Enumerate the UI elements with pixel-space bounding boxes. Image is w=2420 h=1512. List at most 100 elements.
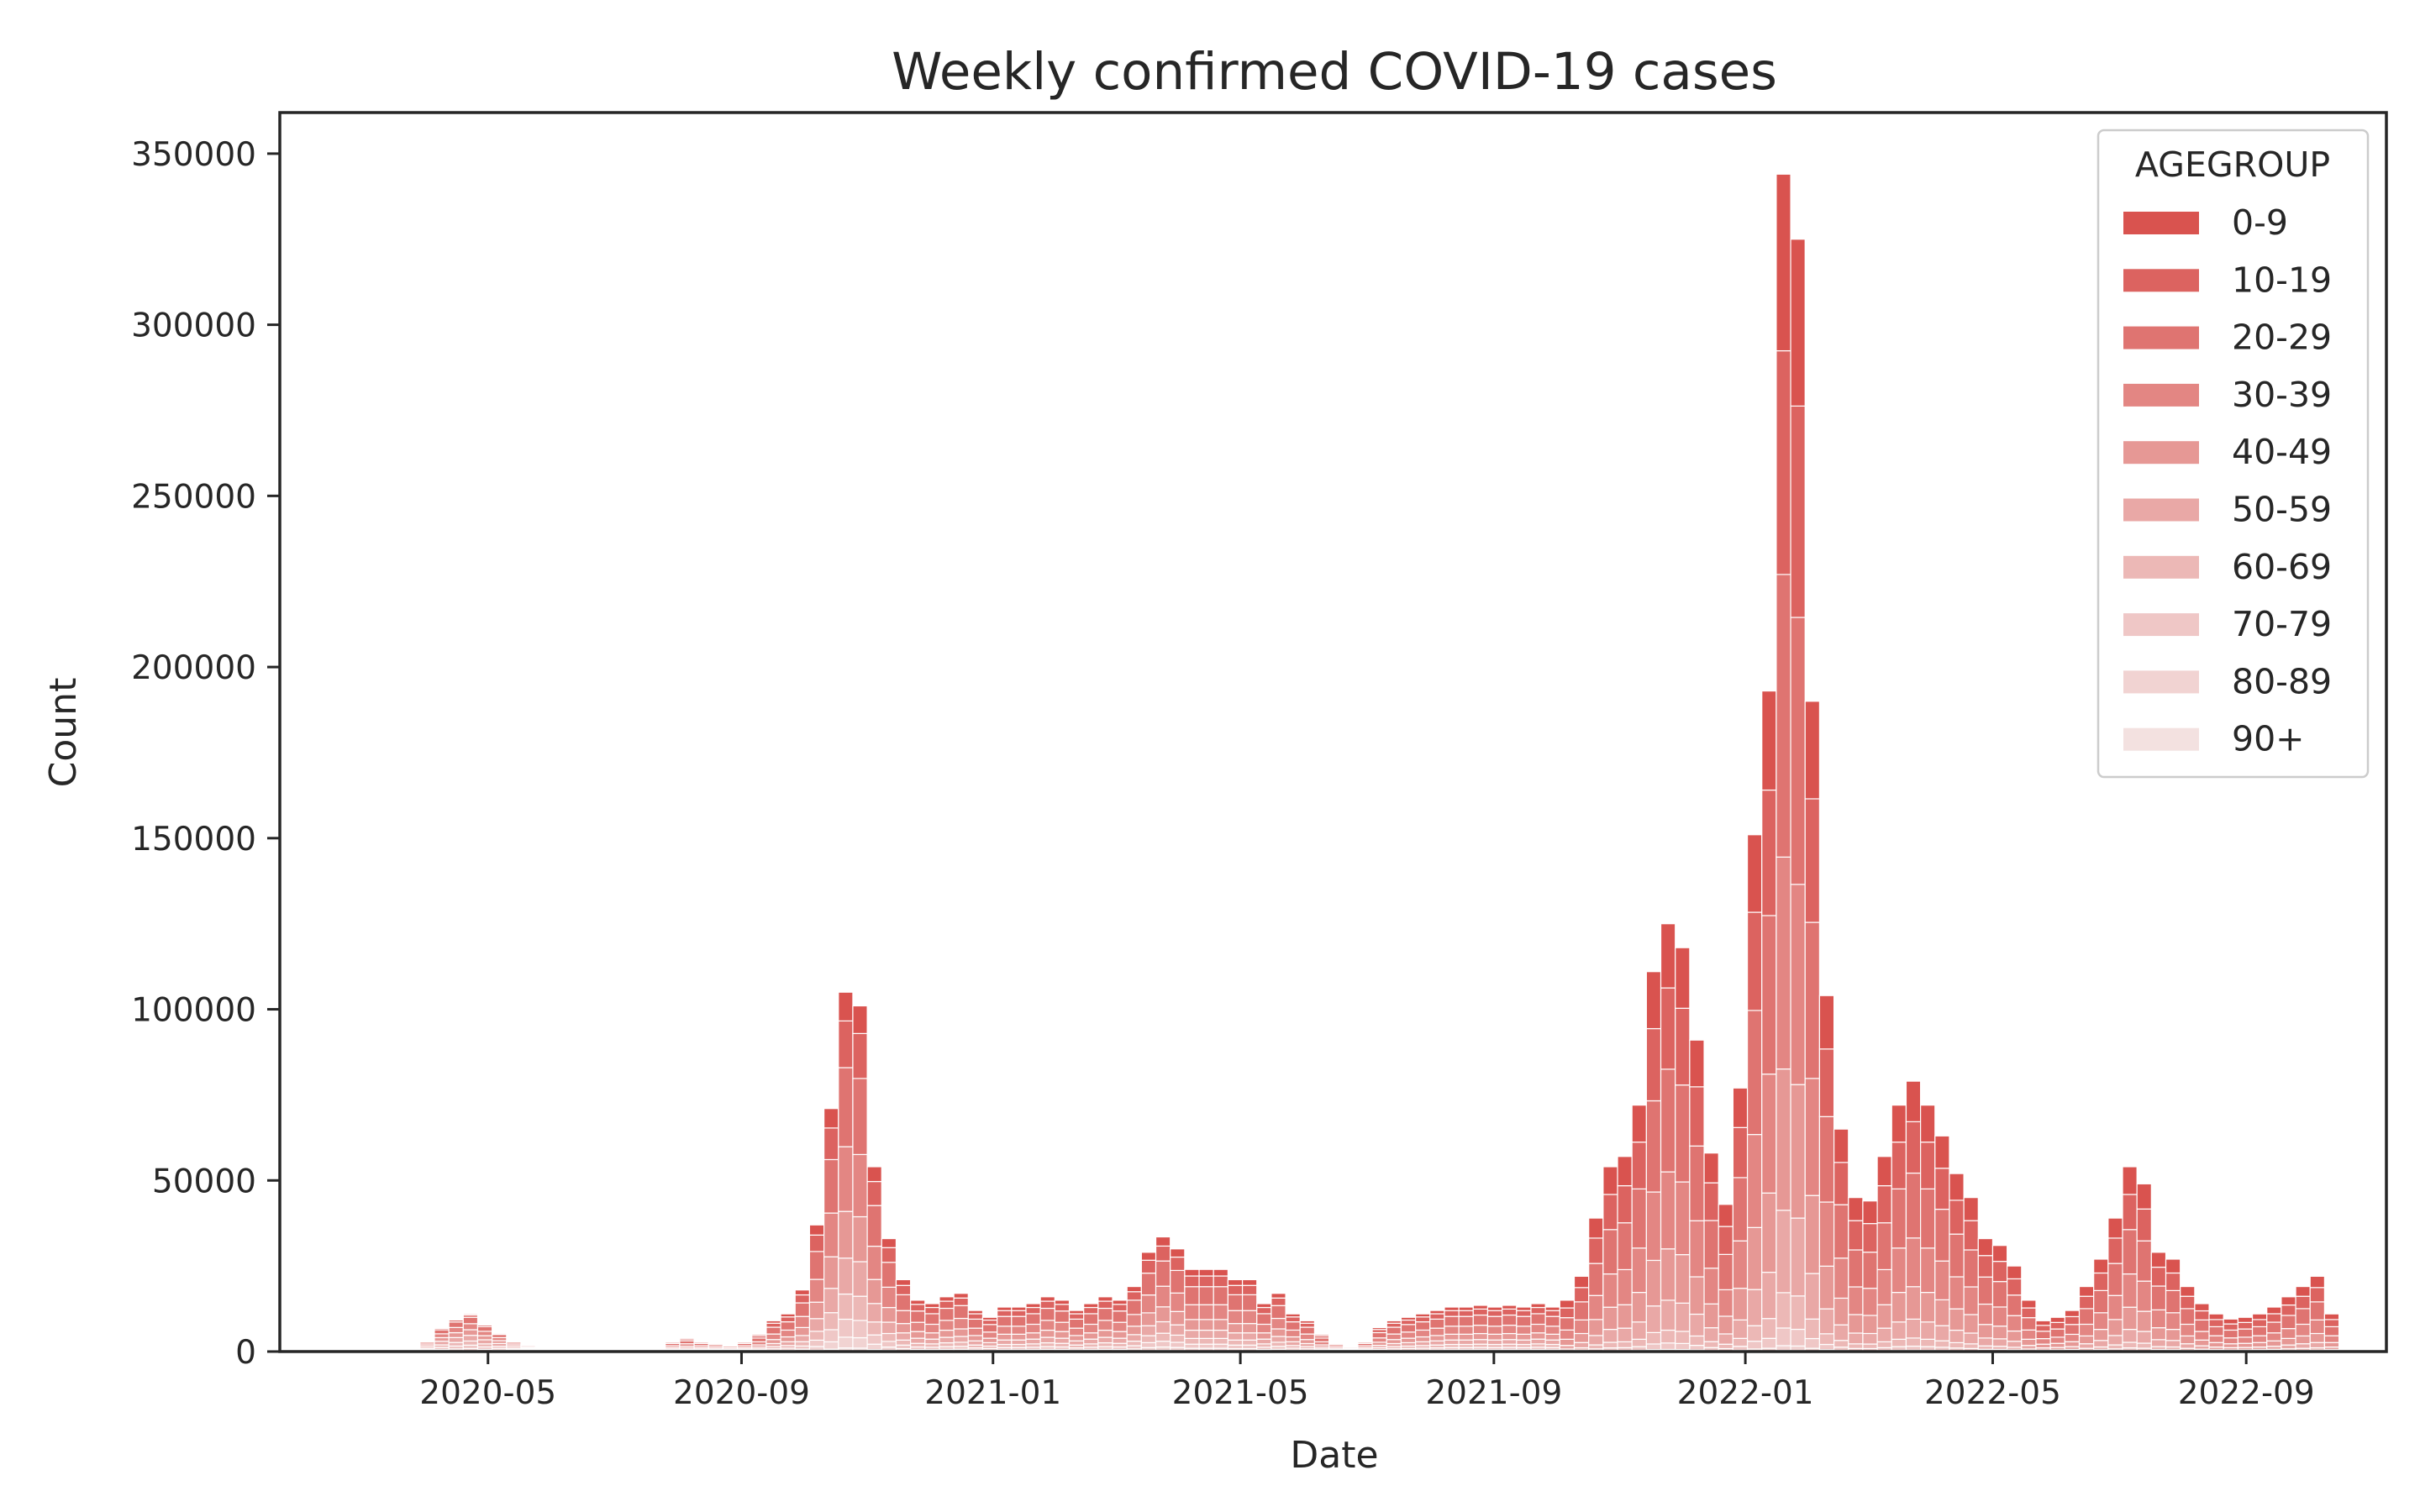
bar-segment xyxy=(1718,1226,1733,1255)
bar-segment xyxy=(939,1300,955,1310)
bar-segment xyxy=(1905,1286,1922,1320)
bar-segment xyxy=(1905,1337,1922,1347)
bar-segment xyxy=(1833,1257,1849,1299)
bar-segment xyxy=(1848,1332,1864,1345)
bar-segment xyxy=(1617,1156,1633,1187)
bar-segment xyxy=(1761,1272,1777,1320)
bar-segment xyxy=(838,1257,854,1295)
bar-segment xyxy=(2251,1313,2268,1320)
bar-segment xyxy=(1689,1086,1705,1147)
bar-segment xyxy=(939,1307,955,1321)
histogram-bin xyxy=(838,991,854,1352)
bar-segment xyxy=(924,1332,940,1340)
histogram-bin xyxy=(1112,1299,1128,1352)
bar-segment xyxy=(808,1318,825,1332)
histogram-bin xyxy=(1746,834,1763,1352)
bar-segment xyxy=(2007,1330,2023,1342)
bar-segment xyxy=(2180,1323,2196,1337)
bar-segment xyxy=(852,1295,868,1321)
bar-segment xyxy=(939,1336,955,1344)
histogram-bin xyxy=(736,1341,753,1352)
bar-segment xyxy=(780,1341,796,1347)
bar-segment xyxy=(895,1284,912,1296)
bar-segment xyxy=(1097,1341,1113,1347)
bar-segment xyxy=(1227,1294,1244,1311)
legend-label: 20-29 xyxy=(2232,318,2332,358)
legend-item: 0-9 xyxy=(2123,202,2288,243)
bar-segment xyxy=(1746,1226,1763,1290)
bar-segment xyxy=(1804,701,1821,800)
bar-segment xyxy=(1140,1312,1157,1326)
bar-segment xyxy=(1530,1338,1546,1345)
bar-segment xyxy=(1833,1162,1849,1205)
bar-segment xyxy=(1804,921,1821,1079)
histogram-bin xyxy=(2266,1306,2282,1352)
bar-segment xyxy=(1097,1307,1113,1321)
bar-segment xyxy=(1155,1332,1171,1342)
bar-segment xyxy=(1112,1321,1128,1332)
bar-segment xyxy=(2295,1343,2311,1349)
bar-segment xyxy=(2021,1299,2037,1309)
bar-segment xyxy=(1876,1156,1892,1187)
bar-segment xyxy=(1732,1288,1749,1320)
histogram-bin xyxy=(2078,1285,2095,1352)
legend-item: 50-59 xyxy=(2123,490,2332,530)
bar-segment xyxy=(1761,690,1777,791)
bar-segment xyxy=(1818,995,1835,1050)
bar-segment xyxy=(1689,1313,1705,1337)
legend-label: 60-69 xyxy=(2232,547,2332,587)
bar-segment xyxy=(866,1303,882,1323)
bar-segment xyxy=(1400,1324,1417,1333)
bar-segment xyxy=(1963,1314,1979,1334)
bar-segment xyxy=(2150,1309,2167,1329)
bar-segment xyxy=(967,1335,984,1341)
bar-segment xyxy=(924,1338,940,1345)
bar-segment xyxy=(1544,1339,1560,1346)
bar-segment xyxy=(1213,1304,1228,1320)
bar-segment xyxy=(967,1313,984,1320)
bar-segment xyxy=(823,1256,839,1289)
histogram-bin xyxy=(1516,1306,1532,1352)
bar-segment xyxy=(1544,1315,1560,1327)
bar-segment xyxy=(1241,1310,1258,1325)
bar-segment xyxy=(1213,1343,1228,1349)
bar-segment xyxy=(1689,1220,1705,1278)
legend: AGEGROUP 0-9 10-19 20-29 30-39 40-49 50-59 60-… xyxy=(2096,129,2370,779)
bar-segment xyxy=(1270,1297,1286,1306)
legend-item: 20-29 xyxy=(2123,318,2332,358)
histogram-bin xyxy=(1675,947,1691,1352)
bar-segment xyxy=(1313,1337,1330,1342)
bar-segment xyxy=(1097,1296,1113,1302)
bar-segment xyxy=(1660,1248,1676,1301)
bar-segment xyxy=(808,1301,825,1320)
bar-segment xyxy=(2223,1337,2238,1345)
bar-segment xyxy=(1977,1237,1994,1257)
bar-segment xyxy=(1140,1259,1157,1274)
bar-segment xyxy=(1675,1181,1691,1256)
bar-segment xyxy=(953,1297,969,1306)
bar-segment xyxy=(462,1340,479,1346)
bar-segment xyxy=(1790,1345,1806,1352)
histogram-bin xyxy=(679,1337,695,1352)
bar-segment xyxy=(434,1341,450,1346)
bar-segment xyxy=(1444,1326,1460,1335)
histogram-bin xyxy=(1241,1278,1258,1352)
bar-segment xyxy=(823,1288,839,1314)
bar-segment xyxy=(1227,1332,1244,1341)
bar-segment xyxy=(1891,1338,1907,1347)
bar-segment xyxy=(1949,1308,1965,1331)
bar-segment xyxy=(765,1322,781,1328)
bar-segment xyxy=(1804,798,1821,923)
bar-segment xyxy=(2136,1342,2152,1349)
y-tick-label: 200000 xyxy=(131,649,256,687)
bar-segment xyxy=(1039,1341,1055,1347)
bar-segment xyxy=(1934,1135,1950,1169)
bar-segment xyxy=(1198,1286,1214,1305)
histogram-bin xyxy=(1155,1236,1171,1352)
bar-segment xyxy=(1241,1294,1258,1311)
bar-segment xyxy=(1776,1327,1791,1347)
bar-segment xyxy=(1573,1319,1590,1335)
bar-segment xyxy=(852,1261,868,1297)
bar-segment xyxy=(838,991,854,1022)
